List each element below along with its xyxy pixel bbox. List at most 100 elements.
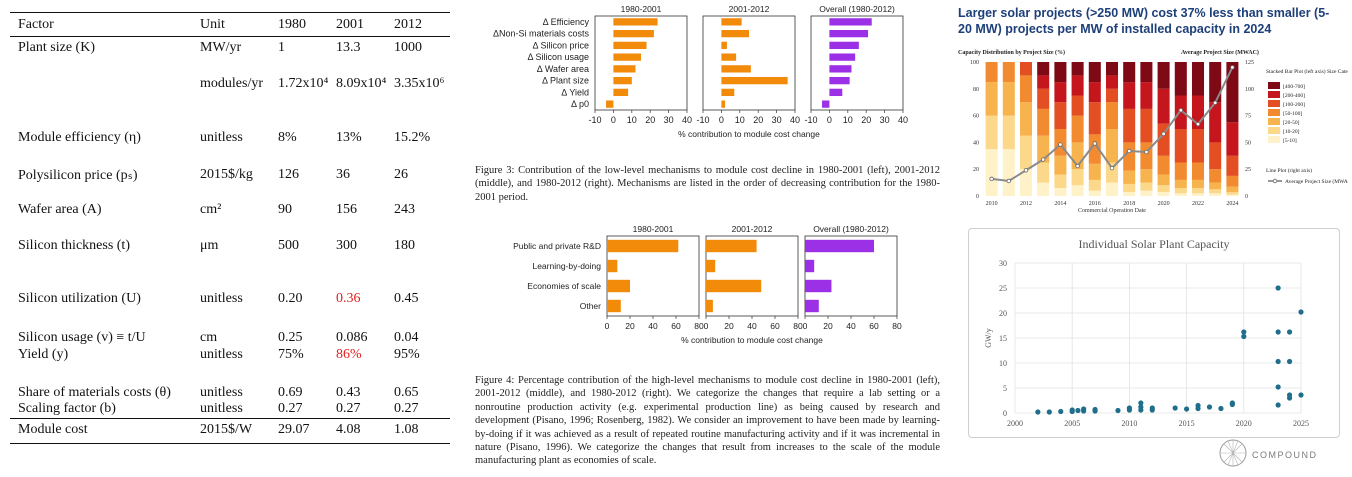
- legend-swatch: [1268, 91, 1280, 98]
- bar: [805, 259, 815, 273]
- x-tick-label: 20: [823, 321, 833, 331]
- left-y-tick-label: 0: [976, 194, 979, 200]
- table-row: Silicon thickness (t) μm 500 300 180: [10, 238, 450, 256]
- y-tick-label: 15: [999, 334, 1007, 343]
- legend-label: [200-400]: [1283, 93, 1305, 99]
- table-row: Wafer area (A) cm² 90 156 243: [10, 202, 450, 220]
- stacked-bar-segment: [1140, 182, 1153, 191]
- x-tick-label: 2022: [1192, 201, 1204, 207]
- stacked-bar-segment: [1071, 95, 1084, 116]
- scatter-point: [1218, 405, 1224, 412]
- stacked-bar-segment: [1226, 155, 1239, 176]
- x-tick-label: 0: [803, 321, 808, 331]
- bar: [721, 53, 737, 61]
- scatter-point: [1035, 409, 1041, 415]
- category-label: Δ Silicon usage: [527, 52, 589, 62]
- figure-3-caption: Figure 3: Contribution of the low-level …: [475, 165, 940, 203]
- factor-cell: Share of materials costs (θ): [18, 385, 171, 400]
- stacked-bar-segment: [1054, 82, 1067, 103]
- stacked-bar-segment: [985, 149, 998, 196]
- category-label: Learning-by-doing: [532, 261, 601, 271]
- figure-4-caption: Figure 4: Percentage contribution of the…: [475, 375, 940, 467]
- value-2001: 13%: [336, 130, 362, 145]
- stacked-bar-segment: [1191, 62, 1205, 96]
- right-y-tick-label: 75: [1245, 114, 1251, 120]
- bar: [805, 299, 819, 313]
- stacked-bar-segment: [1037, 108, 1050, 136]
- x-tick-label: 10: [627, 115, 637, 125]
- value-2012: 180: [394, 238, 415, 253]
- stacked-bar-segment: [1174, 162, 1187, 180]
- x-tick-label: 40: [846, 321, 856, 331]
- y-tick-label: 10: [999, 359, 1007, 368]
- stacked-bar-segment: [1157, 62, 1170, 89]
- bar: [721, 18, 742, 26]
- right-y-tick-label: 25: [1245, 167, 1251, 173]
- stacked-bar-segment: [1019, 169, 1033, 196]
- parameters-table: Factor Unit 1980 2001 2012 Plant size (K…: [10, 12, 450, 460]
- x-tick-label: 40: [747, 321, 757, 331]
- scatter-point: [1286, 358, 1293, 365]
- stacked-bar-segment: [1037, 62, 1050, 76]
- stacked-bar-segment: [1123, 62, 1136, 83]
- scatter-point: [1298, 392, 1304, 398]
- table-row: Silicon usage (v) ≡ t/U cm 0.25 0.086 0.…: [10, 330, 450, 348]
- stacked-bar-segment: [1140, 82, 1153, 109]
- x-tick-label: 40: [648, 321, 658, 331]
- stacked-bar-segment: [1209, 102, 1222, 143]
- stacked-bar-segment: [1191, 187, 1205, 194]
- panel-frame: [702, 15, 796, 111]
- x-tick-label: 2010: [1121, 419, 1137, 428]
- legend-label: [5-10]: [1283, 138, 1297, 144]
- x-tick-label: 60: [770, 321, 780, 331]
- bar: [613, 18, 658, 26]
- stacked-bar-segment: [1191, 193, 1205, 196]
- stacked-bar-segment: [1140, 108, 1153, 143]
- y-tick-label: 20: [999, 309, 1007, 318]
- category-label: Δ p0: [571, 99, 589, 109]
- x-tick-label: 0: [704, 321, 709, 331]
- bar: [706, 259, 716, 273]
- stacked-bar-segment: [1191, 129, 1205, 163]
- panel-title: Overall (1980-2012): [813, 224, 889, 234]
- stacked-bar-segment: [1174, 187, 1187, 194]
- stacked-bar-segment: [1071, 62, 1084, 76]
- scatter-point: [1092, 406, 1098, 413]
- value-2012: 1000: [394, 40, 422, 55]
- compound-logo-text: COMPOUND: [1252, 450, 1316, 460]
- scatter-point: [1069, 407, 1075, 413]
- unit-cell: MW/yr: [200, 40, 242, 55]
- x-tick-label: 0: [605, 321, 610, 331]
- panel-title: 2001-2012: [732, 224, 773, 234]
- value-2012: 0.45: [394, 291, 419, 306]
- stacked-bar-segment: [1209, 189, 1222, 194]
- stacked-bar-segment: [1037, 75, 1050, 89]
- table-row: Share of materials costs (θ) unitless 0.…: [10, 385, 450, 403]
- stacked-bar-segment: [1157, 191, 1170, 196]
- category-label: Δ Wafer area: [537, 64, 589, 74]
- table-top-rule: [10, 12, 450, 13]
- unit-cell: modules/yr: [200, 76, 263, 91]
- stacked-bar-segment: [1209, 142, 1222, 170]
- value-2012: 26: [394, 167, 408, 182]
- x-tick-label: 10: [735, 115, 745, 125]
- stacked-bar-segment: [1054, 102, 1067, 129]
- bar: [706, 239, 757, 253]
- stacked-bar-segment: [1157, 155, 1170, 175]
- average-size-point: [989, 176, 994, 182]
- header-2012: 2012: [394, 17, 422, 32]
- x-tick-label: 0: [719, 115, 724, 125]
- average-size-point: [1092, 141, 1097, 146]
- stacked-bar-segment: [1226, 122, 1239, 156]
- factor-cell: Silicon utilization (U): [18, 291, 141, 306]
- solar-panel-title: Larger solar projects (>250 MW) cost 37%…: [958, 6, 1330, 36]
- scatter-point: [1184, 406, 1190, 412]
- legend-swatch: [1268, 100, 1280, 107]
- stacked-bar-segment: [1123, 191, 1136, 196]
- right-y-tick-label: 50: [1245, 140, 1251, 146]
- unit-cell: 2015$/kg: [200, 167, 253, 182]
- value-2001: 0.27: [336, 401, 361, 416]
- stacked-bar-segment: [1105, 75, 1119, 89]
- figure-4-chart: Public and private R&D Learning-by-doing E…: [513, 224, 902, 345]
- bar: [613, 41, 647, 50]
